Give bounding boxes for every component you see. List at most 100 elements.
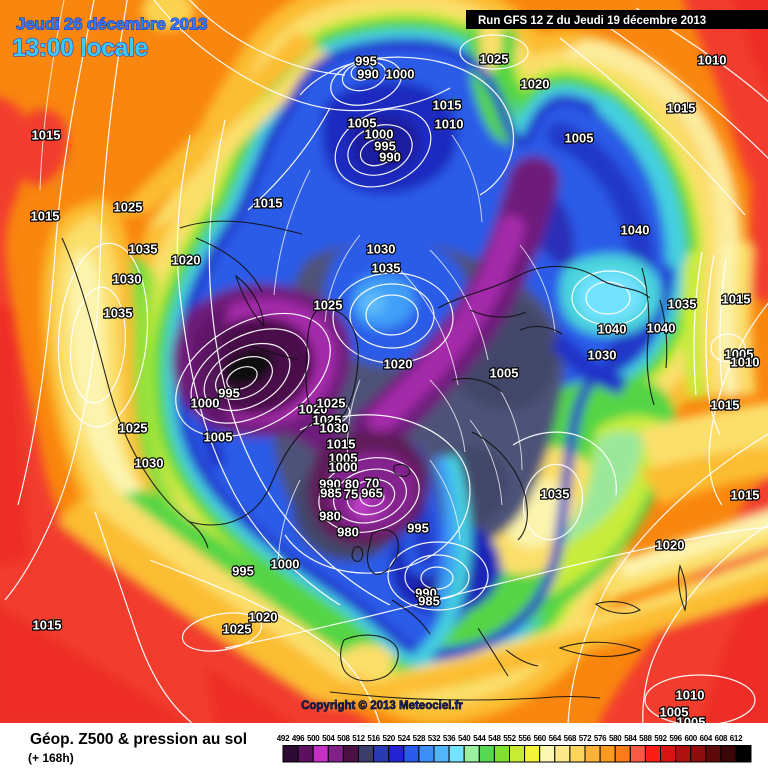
svg-text:985: 985 [320, 486, 342, 501]
svg-text:1030: 1030 [113, 272, 142, 287]
svg-text:1020: 1020 [656, 538, 685, 553]
svg-text:552: 552 [503, 734, 516, 743]
svg-text:564: 564 [549, 734, 562, 743]
svg-text:1000: 1000 [191, 396, 220, 411]
svg-text:1030: 1030 [367, 242, 396, 257]
svg-text:Copyright © 2013 Meteociel.fr: Copyright © 2013 Meteociel.fr [301, 700, 463, 712]
svg-text:1005: 1005 [660, 705, 689, 720]
svg-text:532: 532 [428, 734, 441, 743]
svg-text:80: 80 [345, 477, 359, 492]
svg-text:1035: 1035 [668, 297, 697, 312]
svg-text:1005: 1005 [677, 715, 706, 730]
svg-text:516: 516 [367, 734, 380, 743]
svg-text:500: 500 [307, 734, 320, 743]
svg-text:492: 492 [277, 734, 290, 743]
svg-text:1015: 1015 [32, 128, 61, 143]
svg-text:1035: 1035 [104, 306, 133, 321]
svg-text:995: 995 [232, 564, 254, 579]
svg-text:1020: 1020 [384, 357, 413, 372]
svg-text:Jeudi 26 décembre 2013: Jeudi 26 décembre 2013 [16, 15, 207, 34]
svg-text:1015: 1015 [31, 209, 60, 224]
svg-text:604: 604 [700, 734, 713, 743]
svg-text:1015: 1015 [722, 292, 751, 307]
svg-text:990: 990 [415, 586, 437, 601]
svg-text:1005: 1005 [204, 430, 233, 445]
svg-text:1040: 1040 [621, 223, 650, 238]
svg-text:1035: 1035 [129, 242, 158, 257]
svg-text:508: 508 [337, 734, 350, 743]
svg-text:1030: 1030 [135, 456, 164, 471]
svg-text:Run GFS 12 Z du Jeudi 19 décem: Run GFS 12 Z du Jeudi 19 décembre 2013 [478, 15, 706, 27]
svg-text:1025: 1025 [480, 52, 509, 67]
svg-text:1020: 1020 [172, 253, 201, 268]
svg-text:1005: 1005 [329, 451, 358, 466]
svg-text:544: 544 [473, 734, 486, 743]
svg-text:528: 528 [413, 734, 426, 743]
svg-text:536: 536 [443, 734, 456, 743]
svg-text:504: 504 [322, 734, 335, 743]
svg-text:612: 612 [730, 734, 743, 743]
svg-text:592: 592 [654, 734, 667, 743]
svg-text:572: 572 [579, 734, 592, 743]
svg-text:524: 524 [398, 734, 411, 743]
svg-text:1020: 1020 [521, 77, 550, 92]
svg-text:1015: 1015 [667, 101, 696, 116]
svg-text:1000: 1000 [386, 67, 415, 82]
svg-text:496: 496 [292, 734, 305, 743]
svg-text:556: 556 [518, 734, 531, 743]
svg-text:580: 580 [609, 734, 622, 743]
svg-text:1005: 1005 [490, 366, 519, 381]
svg-text:70: 70 [365, 476, 379, 491]
svg-text:1015: 1015 [433, 98, 462, 113]
svg-text:Géop. Z500 & pression au sol: Géop. Z500 & pression au sol [30, 731, 247, 748]
svg-text:1015: 1015 [327, 437, 356, 452]
svg-text:1025: 1025 [114, 200, 143, 215]
svg-text:1025: 1025 [317, 396, 346, 411]
svg-text:1000: 1000 [271, 557, 300, 572]
svg-text:1005: 1005 [348, 116, 377, 131]
svg-text:520: 520 [382, 734, 395, 743]
svg-text:560: 560 [533, 734, 546, 743]
svg-text:985: 985 [418, 594, 440, 609]
svg-text:995: 995 [374, 139, 396, 154]
svg-text:1010: 1010 [676, 688, 705, 703]
svg-text:540: 540 [458, 734, 471, 743]
svg-text:1005: 1005 [565, 131, 594, 146]
svg-text:1015: 1015 [711, 398, 740, 413]
svg-text:1030: 1030 [320, 421, 349, 436]
svg-text:1025: 1025 [119, 421, 148, 436]
svg-text:608: 608 [715, 734, 728, 743]
svg-text:980: 980 [337, 525, 359, 540]
svg-text:1000: 1000 [329, 460, 358, 475]
svg-text:1035: 1035 [541, 487, 570, 502]
svg-text:1025: 1025 [223, 622, 252, 637]
svg-text:584: 584 [624, 734, 637, 743]
svg-text:1010: 1010 [698, 53, 727, 68]
svg-text:1035: 1035 [372, 261, 401, 276]
svg-text:1010: 1010 [731, 355, 760, 370]
svg-text:596: 596 [669, 734, 682, 743]
svg-text:1025: 1025 [314, 298, 343, 313]
svg-text:(+ 168h): (+ 168h) [28, 751, 74, 765]
svg-text:995: 995 [407, 521, 429, 536]
svg-text:990: 990 [379, 150, 401, 165]
svg-text:990: 990 [319, 477, 341, 492]
svg-text:990: 990 [357, 67, 379, 82]
svg-text:600: 600 [684, 734, 697, 743]
svg-text:1005: 1005 [725, 347, 754, 362]
svg-text:576: 576 [594, 734, 607, 743]
svg-text:75: 75 [344, 487, 358, 502]
svg-text:1015: 1015 [731, 488, 760, 503]
svg-text:995: 995 [355, 54, 377, 69]
svg-text:980: 980 [319, 509, 341, 524]
svg-text:1015: 1015 [254, 196, 283, 211]
svg-text:512: 512 [352, 734, 365, 743]
svg-text:588: 588 [639, 734, 652, 743]
svg-text:1040: 1040 [598, 322, 627, 337]
svg-text:1000: 1000 [365, 127, 394, 142]
svg-text:13:00 locale: 13:00 locale [12, 34, 148, 62]
svg-text:1020: 1020 [249, 610, 278, 625]
svg-text:1020: 1020 [299, 402, 328, 417]
svg-text:1015: 1015 [33, 618, 62, 633]
svg-text:1025: 1025 [313, 413, 342, 428]
